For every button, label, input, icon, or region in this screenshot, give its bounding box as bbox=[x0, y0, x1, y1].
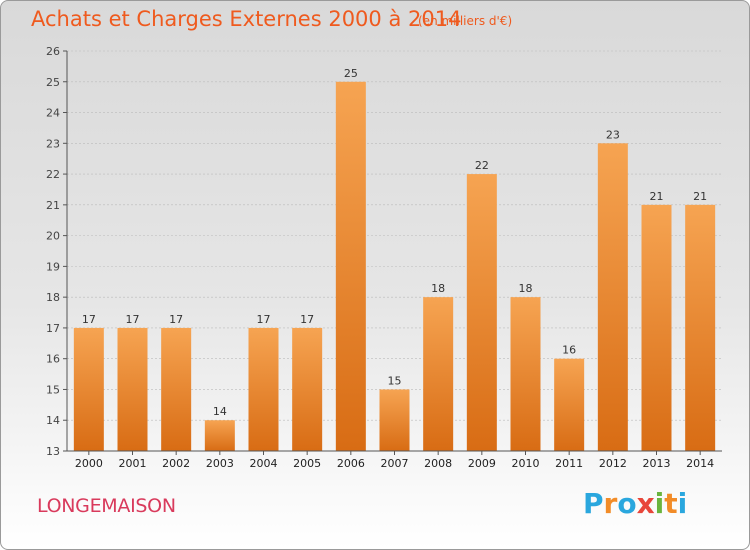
data-label: 17 bbox=[169, 313, 183, 326]
bar bbox=[161, 327, 192, 451]
logo-letter: x bbox=[636, 487, 655, 520]
bar bbox=[510, 297, 541, 451]
place-name: LONGEMAISON bbox=[37, 495, 176, 517]
logo-letter: i bbox=[677, 487, 688, 520]
y-tick-label: 13 bbox=[46, 445, 60, 458]
y-tick-label: 26 bbox=[46, 45, 60, 58]
data-label: 25 bbox=[344, 67, 358, 80]
logo-letter: P bbox=[583, 487, 604, 520]
bar bbox=[335, 81, 366, 452]
y-tick-label: 20 bbox=[46, 230, 60, 243]
x-tick-label: 2004 bbox=[250, 457, 278, 470]
y-tick-label: 25 bbox=[46, 76, 60, 89]
chart-unit: (en milliers d'€) bbox=[418, 14, 513, 28]
bars: 17 17 17 14 17 17 25 15 18 22 18 16 23 21 21 bbox=[73, 67, 716, 452]
data-label: 14 bbox=[213, 405, 227, 418]
bar bbox=[379, 389, 410, 451]
logo-letter: o bbox=[617, 487, 637, 520]
bar bbox=[423, 297, 454, 451]
y-tick-label: 22 bbox=[46, 168, 60, 181]
data-label: 21 bbox=[693, 190, 707, 203]
data-label: 22 bbox=[475, 159, 489, 172]
logo-letter: r bbox=[603, 487, 618, 520]
axes: 13 14 15 16 17 18 19 20 21 22 23 24 25 26 2000 2001 2002… bbox=[46, 45, 722, 470]
bar bbox=[466, 174, 497, 452]
data-label: 18 bbox=[431, 282, 445, 295]
bar bbox=[597, 143, 628, 452]
bar bbox=[641, 204, 672, 451]
data-label: 16 bbox=[562, 344, 576, 357]
y-tick-label: 18 bbox=[46, 291, 60, 304]
x-tick-label: 2006 bbox=[337, 457, 365, 470]
y-tick-label: 24 bbox=[46, 107, 60, 120]
x-tick-label: 2003 bbox=[206, 457, 234, 470]
bar bbox=[248, 327, 279, 451]
bar bbox=[204, 420, 235, 451]
bar bbox=[73, 327, 104, 451]
y-tick-label: 14 bbox=[46, 414, 60, 427]
y-tick-label: 15 bbox=[46, 383, 60, 396]
proxiti-logo: Proxiti bbox=[583, 487, 687, 520]
x-tick-label: 2000 bbox=[75, 457, 103, 470]
x-tick-label: 2008 bbox=[424, 457, 452, 470]
logo-letter: i bbox=[654, 487, 665, 520]
bar bbox=[117, 327, 148, 451]
data-label: 17 bbox=[82, 313, 96, 326]
x-tick-label: 2011 bbox=[555, 457, 583, 470]
y-tick-label: 19 bbox=[46, 260, 60, 273]
x-tick-label: 2010 bbox=[512, 457, 540, 470]
x-tick-label: 2013 bbox=[643, 457, 671, 470]
bar bbox=[685, 204, 716, 451]
data-label: 17 bbox=[257, 313, 271, 326]
data-label: 15 bbox=[388, 374, 402, 387]
logo-letter: t bbox=[664, 487, 678, 520]
x-tick-label: 2009 bbox=[468, 457, 496, 470]
bar bbox=[554, 358, 585, 451]
y-tick-label: 17 bbox=[46, 322, 60, 335]
data-label: 18 bbox=[519, 282, 533, 295]
y-tick-label: 16 bbox=[46, 353, 60, 366]
x-tick-label: 2001 bbox=[119, 457, 147, 470]
x-tick-label: 2002 bbox=[162, 457, 190, 470]
y-tick-label: 21 bbox=[46, 199, 60, 212]
chart-title: Achats et Charges Externes 2000 à 2014 bbox=[31, 7, 462, 31]
x-tick-label: 2014 bbox=[686, 457, 714, 470]
y-tick-label: 23 bbox=[46, 137, 60, 150]
x-tick-label: 2005 bbox=[293, 457, 321, 470]
data-label: 17 bbox=[300, 313, 314, 326]
x-tick-label: 2012 bbox=[599, 457, 627, 470]
data-label: 21 bbox=[650, 190, 664, 203]
data-label: 17 bbox=[126, 313, 140, 326]
x-tick-label: 2007 bbox=[381, 457, 409, 470]
data-label: 23 bbox=[606, 128, 620, 141]
bar bbox=[292, 327, 323, 451]
